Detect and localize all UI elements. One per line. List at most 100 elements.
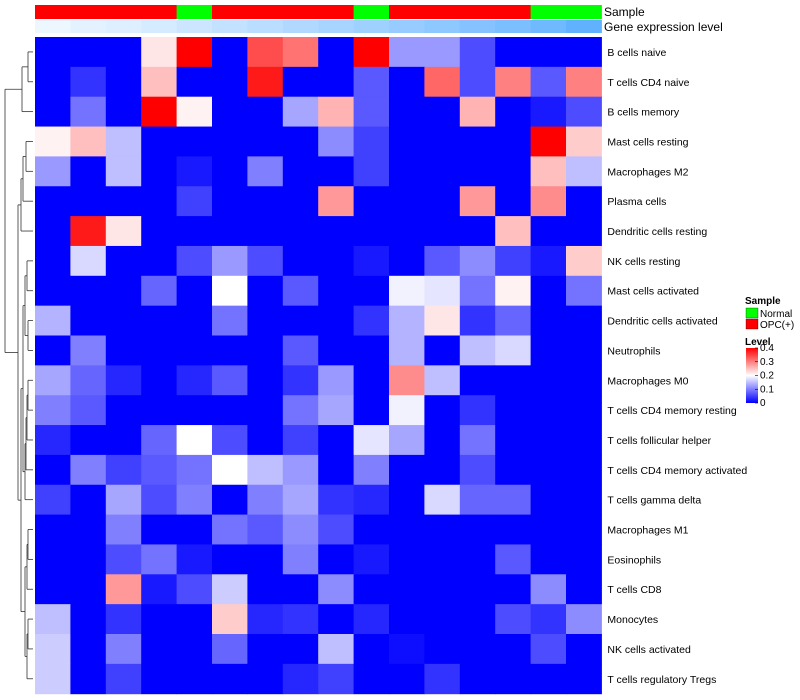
heatmap-cell [495, 365, 532, 396]
heatmap-cell [459, 275, 496, 307]
heatmap-cell [212, 544, 248, 575]
heatmap-cell [530, 126, 567, 157]
heatmap-cell [318, 604, 355, 635]
heatmap-cell [247, 335, 284, 366]
heatmap-cell [105, 544, 142, 575]
heatmap-cell [530, 245, 567, 277]
heatmap-cell [176, 395, 213, 426]
heatmap-cell [70, 275, 107, 307]
heatmap-cell [282, 66, 319, 98]
heatmap-cell [318, 395, 355, 426]
expression-annotation-cell [105, 20, 142, 33]
heatmap-cell [282, 305, 319, 336]
heatmap-cell [70, 37, 107, 68]
heatmap-cell [70, 335, 107, 366]
heatmap-cell [282, 544, 319, 575]
heatmap-cell [530, 335, 567, 366]
heatmap-cell [353, 96, 390, 128]
legend-level-title: Level [745, 337, 771, 348]
heatmap-cell [141, 454, 178, 486]
heatmap-cell [212, 425, 248, 456]
heatmap-cell [353, 186, 390, 217]
legend-sample-title: Sample [745, 296, 781, 307]
heatmap-cell [389, 634, 425, 665]
heatmap-cell [282, 156, 319, 187]
heatmap-cell [176, 96, 213, 128]
heatmap-cell [530, 663, 567, 695]
heatmap-cell [35, 454, 71, 486]
heatmap-cell [566, 365, 602, 396]
heatmap-cell [247, 634, 284, 665]
heatmap-cell [105, 66, 142, 98]
sample-annotation-label: Sample [604, 5, 645, 19]
heatmap-cell [247, 663, 284, 695]
heatmap-cell [495, 454, 532, 486]
heatmap-cell [105, 484, 142, 516]
heatmap-cell [105, 216, 142, 247]
heatmap-cell [176, 365, 213, 396]
heatmap-cell [318, 275, 355, 307]
heatmap-cell [176, 604, 213, 635]
heatmap-cell [566, 66, 602, 98]
row-label: Macrophages M2 [607, 166, 688, 178]
heatmap-cell [247, 305, 284, 336]
heatmap-cell [247, 186, 284, 217]
heatmap-cell [105, 663, 142, 695]
heatmap-cell [566, 335, 602, 366]
heatmap-cell [495, 96, 532, 128]
heatmap-cell [318, 335, 355, 366]
heatmap-cell [459, 186, 496, 217]
heatmap-cell [141, 126, 178, 157]
heatmap-cell [70, 425, 107, 456]
heatmap-cell [566, 514, 602, 545]
heatmap-cell [70, 514, 107, 545]
heatmap-cell [70, 454, 107, 486]
heatmap-cell [282, 216, 319, 247]
heatmap-cell [530, 156, 567, 187]
row-label: Macrophages M1 [607, 525, 688, 537]
heatmap-cell [353, 335, 390, 366]
heatmap-cell [176, 275, 213, 307]
heatmap-cell [35, 365, 71, 396]
heatmap-cell [35, 335, 71, 366]
sample-annotation-cell [141, 5, 178, 19]
heatmap-cell [70, 156, 107, 187]
heatmap-cell [282, 245, 319, 277]
heatmap-cell [389, 126, 425, 157]
heatmap-cell [459, 216, 496, 247]
heatmap-cell [35, 604, 71, 635]
heatmap-cell [35, 395, 71, 426]
heatmap-cell [530, 96, 567, 128]
heatmap-cell [176, 634, 213, 665]
row-label: B cells naive [607, 47, 666, 59]
heatmap-cell [424, 156, 461, 187]
heatmap-cell [353, 305, 390, 336]
heatmap-cell [495, 305, 532, 336]
heatmap-cell [495, 574, 532, 605]
heatmap-cell [389, 514, 425, 545]
heatmap-cell [35, 96, 71, 128]
row-label: Dendritic cells activated [607, 316, 717, 328]
heatmap-cell [389, 37, 425, 68]
sample-annotation-cell [105, 5, 142, 19]
heatmap-cell [530, 604, 567, 635]
heatmap-cell [389, 275, 425, 307]
sample-annotation-cell [424, 5, 461, 19]
sample-annotation-cell [35, 5, 71, 19]
heatmap-cell [459, 305, 496, 336]
heatmap-cell [176, 335, 213, 366]
heatmap-cell [105, 395, 142, 426]
heatmap-cell [353, 425, 390, 456]
heatmap-cell [282, 604, 319, 635]
heatmap-cell [141, 395, 178, 426]
heatmap-cell [70, 634, 107, 665]
heatmap-cell [247, 425, 284, 456]
heatmap-cell [530, 395, 567, 426]
heatmap-cell [459, 156, 496, 187]
heatmap-cell [176, 514, 213, 545]
heatmap-cell [318, 663, 355, 695]
row-label: T cells follicular helper [607, 435, 711, 447]
heatmap-cell [105, 305, 142, 336]
heatmap-cell [247, 544, 284, 575]
heatmap-cell [318, 156, 355, 187]
